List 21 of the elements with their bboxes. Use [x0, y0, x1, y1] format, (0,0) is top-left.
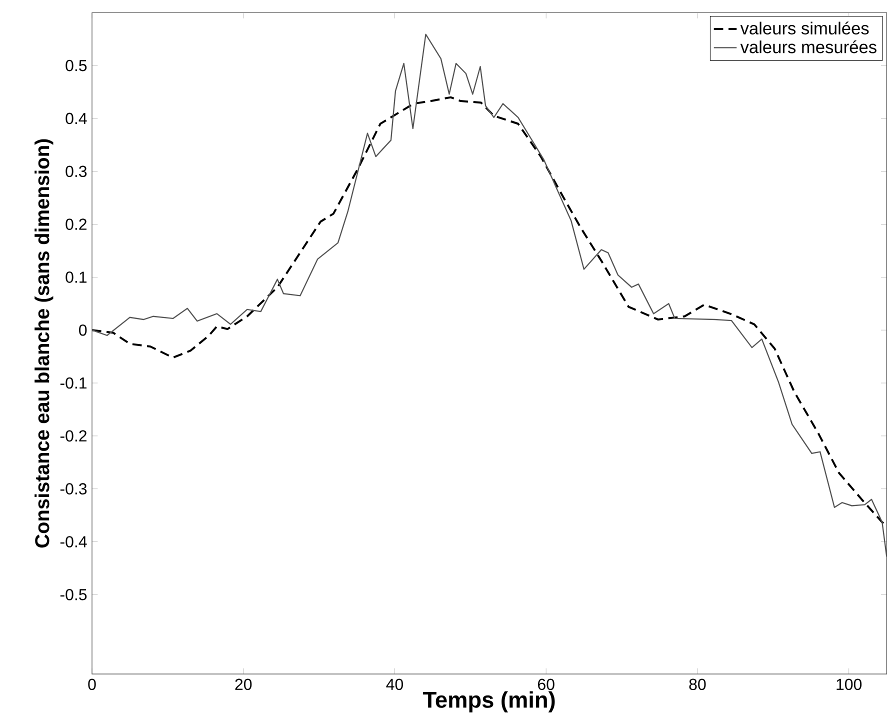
y-tick-label: 0.3	[66, 166, 87, 178]
x-tick-label: 40	[386, 678, 404, 690]
y-tick-label: 0.5	[66, 60, 87, 72]
y-tick-label: -0.4	[60, 536, 87, 548]
legend-label: valeurs mesurées	[740, 40, 876, 54]
y-axis-title: Consistance eau blanche (sans dimension)	[34, 139, 54, 548]
x-tick-label: 80	[689, 678, 706, 690]
y-tick-label: -0.5	[60, 588, 87, 600]
x-tick-label: 0	[88, 678, 96, 690]
x-tick-label: 20	[235, 678, 252, 690]
y-tick-label: -0.2	[60, 430, 86, 442]
legend-label: valeurs simulées	[740, 22, 869, 34]
x-tick-label: 100	[836, 678, 862, 690]
y-tick-label: 0.1	[66, 272, 87, 283]
y-tick-label: -0.1	[60, 377, 87, 389]
x-tick-label: 60	[538, 678, 554, 690]
y-tick-label: -0.3	[60, 483, 87, 494]
x-axis-title: Temps (min)	[423, 691, 555, 712]
y-tick-label: 0.4	[66, 112, 87, 124]
y-tick-label: 0	[79, 324, 87, 336]
y-tick-label: 0.2	[66, 218, 86, 230]
